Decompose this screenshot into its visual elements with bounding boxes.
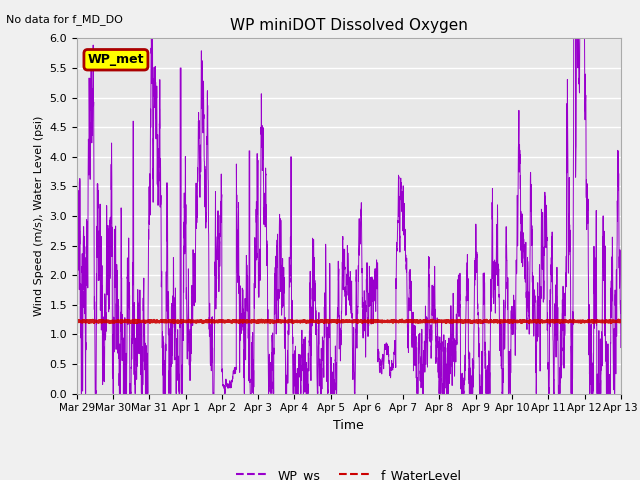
- X-axis label: Time: Time: [333, 419, 364, 432]
- Text: No data for f_MD_DO: No data for f_MD_DO: [6, 14, 124, 25]
- Legend: WP_ws, f_WaterLevel: WP_ws, f_WaterLevel: [231, 464, 467, 480]
- Y-axis label: Wind Speed (m/s), Water Level (psi): Wind Speed (m/s), Water Level (psi): [34, 116, 44, 316]
- Title: WP miniDOT Dissolved Oxygen: WP miniDOT Dissolved Oxygen: [230, 18, 468, 33]
- Text: WP_met: WP_met: [88, 53, 144, 66]
